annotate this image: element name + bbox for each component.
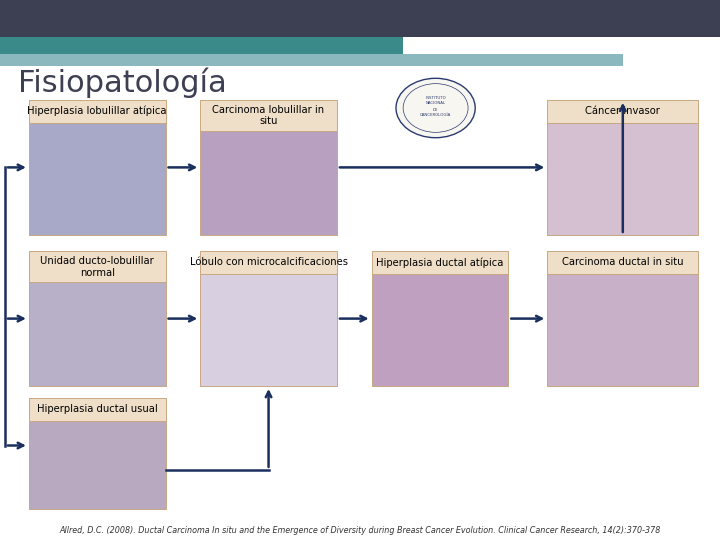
Text: DE
CANCEROLOGÍA: DE CANCEROLOGÍA	[420, 108, 451, 117]
Bar	[29, 123, 166, 235]
Text: Hiperplasia ductal usual: Hiperplasia ductal usual	[37, 404, 158, 414]
Circle shape	[396, 78, 475, 138]
Text: Lóbulo con microcalcificaciones: Lóbulo con microcalcificaciones	[189, 258, 348, 267]
Text: Carcinoma ductal in situ: Carcinoma ductal in situ	[562, 258, 683, 267]
Text: Allred, D.C. (2008). Ductal Carcinoma In situ and the Emergence of Diversity dur: Allred, D.C. (2008). Ductal Carcinoma In…	[59, 525, 661, 535]
Bar	[547, 251, 698, 274]
Text: Cáncer invasor: Cáncer invasor	[585, 106, 660, 116]
Bar	[547, 123, 698, 235]
Bar	[0, 37, 403, 54]
Text: Hiperplasia lobulillar atípica: Hiperplasia lobulillar atípica	[27, 106, 167, 117]
Text: Carcinoma lobulillar in
situ: Carcinoma lobulillar in situ	[212, 105, 325, 126]
Bar	[372, 274, 508, 386]
Bar	[547, 274, 698, 386]
Text: Fisiopatología: Fisiopatología	[18, 68, 227, 98]
Bar	[372, 251, 508, 274]
Bar	[0, 0, 720, 37]
Bar	[29, 398, 166, 421]
Bar	[29, 421, 166, 509]
Bar	[547, 100, 698, 123]
Text: Hiperplasia ductal atípica: Hiperplasia ductal atípica	[377, 257, 503, 268]
Bar	[200, 100, 337, 131]
Bar	[200, 251, 337, 274]
Text: Unidad ducto-lobulillar
normal: Unidad ducto-lobulillar normal	[40, 256, 154, 278]
Bar	[200, 131, 337, 235]
Bar	[29, 100, 166, 123]
Bar	[200, 274, 337, 386]
Bar	[29, 282, 166, 386]
Bar	[0, 54, 623, 66]
Bar	[29, 251, 166, 282]
Text: INSTITUTO
NACIONAL: INSTITUTO NACIONAL	[426, 96, 446, 105]
